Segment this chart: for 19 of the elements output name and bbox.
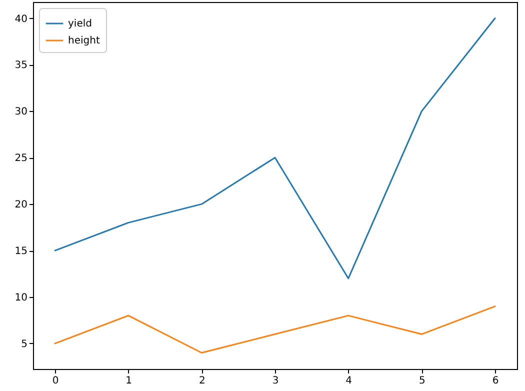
y-tick-label: 35 — [14, 60, 28, 72]
x-tick-label: 6 — [492, 376, 499, 386]
y-tick-label: 20 — [14, 200, 28, 211]
y-tick-label: 25 — [14, 153, 28, 164]
x-tick-label: 2 — [198, 376, 206, 386]
line-series — [54, 306, 496, 354]
x-tick-label: 3 — [272, 376, 279, 386]
x-tick-label: 4 — [346, 376, 352, 386]
legend-label: yield — [68, 18, 92, 30]
x-tick-label: 1 — [126, 376, 132, 386]
x-tick-label: 0 — [52, 376, 59, 386]
y-tick-label: 15 — [14, 246, 28, 258]
x-tick-label: 5 — [418, 376, 426, 386]
y-tick-label: 10 — [14, 292, 28, 304]
y-tick-label: 5 — [21, 338, 28, 350]
line-series — [54, 18, 496, 280]
y-tick-label: 30 — [14, 106, 28, 118]
legend-label: height — [68, 36, 100, 46]
y-tick-label: 40 — [14, 14, 28, 25]
